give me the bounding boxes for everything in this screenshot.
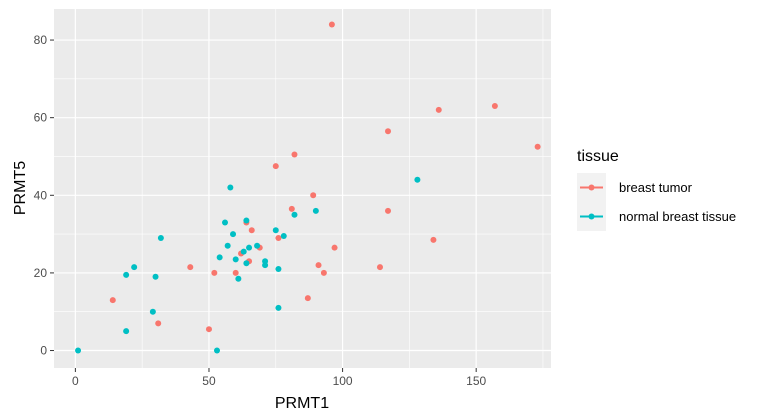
- grid-major: [54, 9, 551, 368]
- data-point-normal-breast-tissue: [222, 219, 229, 226]
- legend-key-dot-normal-breast-tissue: [588, 213, 595, 220]
- data-point-normal-breast-tissue: [224, 242, 231, 249]
- data-point-normal-breast-tissue: [272, 227, 279, 234]
- data-point-normal-breast-tissue: [280, 233, 287, 240]
- x-axis: 0 50 100 150: [72, 368, 487, 388]
- data-point-breast-tumor: [187, 264, 194, 271]
- data-point-normal-breast-tissue: [262, 262, 269, 269]
- data-point-normal-breast-tissue: [243, 260, 250, 267]
- x-tick-label: 150: [466, 374, 486, 388]
- data-point-breast-tumor: [155, 320, 162, 327]
- data-point-breast-tumor: [248, 227, 255, 234]
- data-point-normal-breast-tissue: [246, 244, 253, 251]
- data-point-normal-breast-tissue: [240, 248, 247, 255]
- data-point-normal-breast-tissue: [275, 266, 282, 273]
- legend-label-normal-breast-tissue: normal breast tissue: [619, 209, 736, 224]
- y-tick-label: 40: [34, 188, 48, 202]
- data-point-breast-tumor: [291, 151, 298, 158]
- data-point-breast-tumor: [109, 297, 116, 304]
- data-point-breast-tumor: [534, 143, 541, 150]
- y-tick-label: 60: [34, 111, 48, 125]
- data-point-normal-breast-tissue: [235, 275, 242, 282]
- data-point-normal-breast-tissue: [213, 347, 220, 354]
- data-point-breast-tumor: [491, 103, 498, 110]
- legend-label-breast-tumor: breast tumor: [619, 180, 693, 195]
- legend: tissue breast tumor normal breast tissue: [577, 148, 736, 231]
- data-point-breast-tumor: [315, 262, 322, 269]
- y-tick-label: 0: [40, 344, 47, 358]
- data-point-normal-breast-tissue: [131, 264, 138, 271]
- data-point-breast-tumor: [385, 128, 392, 135]
- data-point-normal-breast-tissue: [414, 176, 421, 183]
- y-tick-label: 80: [34, 33, 48, 47]
- data-point-breast-tumor: [205, 326, 212, 333]
- data-point-normal-breast-tissue: [243, 217, 250, 224]
- data-point-normal-breast-tissue: [291, 211, 298, 218]
- data-point-breast-tumor: [376, 264, 383, 271]
- data-point-normal-breast-tissue: [230, 231, 237, 238]
- data-point-breast-tumor: [232, 269, 239, 276]
- data-point-normal-breast-tissue: [75, 347, 82, 354]
- data-point-normal-breast-tissue: [157, 234, 164, 241]
- data-point-normal-breast-tissue: [227, 184, 234, 191]
- plot-panel: [54, 9, 551, 368]
- data-points: [75, 21, 541, 354]
- data-point-breast-tumor: [288, 205, 295, 212]
- data-point-breast-tumor: [331, 244, 338, 251]
- data-point-normal-breast-tissue: [123, 271, 130, 278]
- data-point-breast-tumor: [272, 163, 279, 170]
- data-point-breast-tumor: [430, 236, 437, 243]
- y-axis: 0 20 40 60 80: [34, 33, 54, 358]
- data-point-breast-tumor: [320, 269, 327, 276]
- data-point-normal-breast-tissue: [216, 254, 223, 261]
- y-axis-title: PRMT5: [12, 161, 29, 215]
- grid-minor: [54, 9, 551, 368]
- x-axis-title: PRMT1: [275, 395, 329, 412]
- data-point-normal-breast-tissue: [275, 304, 282, 311]
- x-tick-label: 50: [202, 374, 216, 388]
- data-point-breast-tumor: [385, 207, 392, 214]
- data-point-breast-tumor: [328, 21, 335, 28]
- legend-title: tissue: [577, 148, 619, 165]
- data-point-normal-breast-tissue: [152, 273, 159, 280]
- data-point-breast-tumor: [310, 192, 317, 199]
- x-tick-label: 100: [333, 374, 353, 388]
- data-point-breast-tumor: [275, 234, 282, 241]
- data-point-normal-breast-tissue: [123, 328, 130, 335]
- data-point-normal-breast-tissue: [149, 308, 156, 315]
- data-point-normal-breast-tissue: [254, 242, 261, 249]
- legend-key-dot-breast-tumor: [588, 184, 595, 191]
- data-point-breast-tumor: [211, 269, 218, 276]
- data-point-breast-tumor: [304, 295, 311, 302]
- data-point-normal-breast-tissue: [232, 256, 239, 263]
- data-point-breast-tumor: [435, 106, 442, 113]
- data-point-normal-breast-tissue: [312, 207, 319, 214]
- y-tick-label: 20: [34, 266, 48, 280]
- x-tick-label: 0: [72, 374, 79, 388]
